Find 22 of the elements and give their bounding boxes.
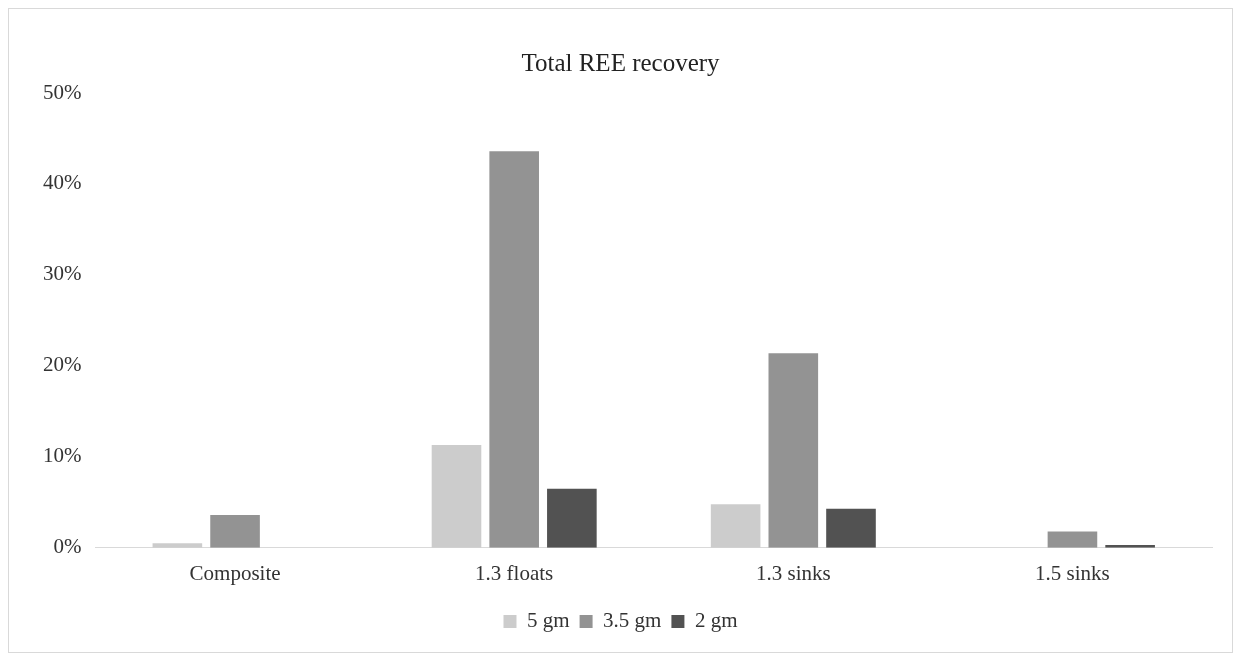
bar xyxy=(1047,531,1098,548)
y-tick-label: 10% xyxy=(42,443,82,468)
x-tick-label: 1.5 sinks xyxy=(1035,560,1110,585)
chart-title: Total REE recovery xyxy=(521,48,721,76)
y-tick-label: 0% xyxy=(53,534,82,559)
y-tick-label: 20% xyxy=(42,352,82,377)
bar xyxy=(547,488,597,548)
bar xyxy=(768,353,819,548)
bar xyxy=(710,504,761,548)
legend-label: 5 gm xyxy=(527,608,570,633)
x-tick-label: Composite xyxy=(189,560,281,585)
x-tick-label: 1.3 floats xyxy=(475,560,554,585)
y-tick-label: 40% xyxy=(42,170,82,195)
bar xyxy=(210,515,260,548)
bar xyxy=(489,151,539,548)
x-tick-label: 1.3 sinks xyxy=(755,560,831,585)
bar xyxy=(826,508,876,548)
legend-label: 2 gm xyxy=(694,608,738,633)
y-tick-label: 30% xyxy=(42,261,82,286)
y-tick-label: 50% xyxy=(42,79,82,104)
bar xyxy=(431,445,482,548)
legend-label: 3.5 gm xyxy=(603,608,662,633)
